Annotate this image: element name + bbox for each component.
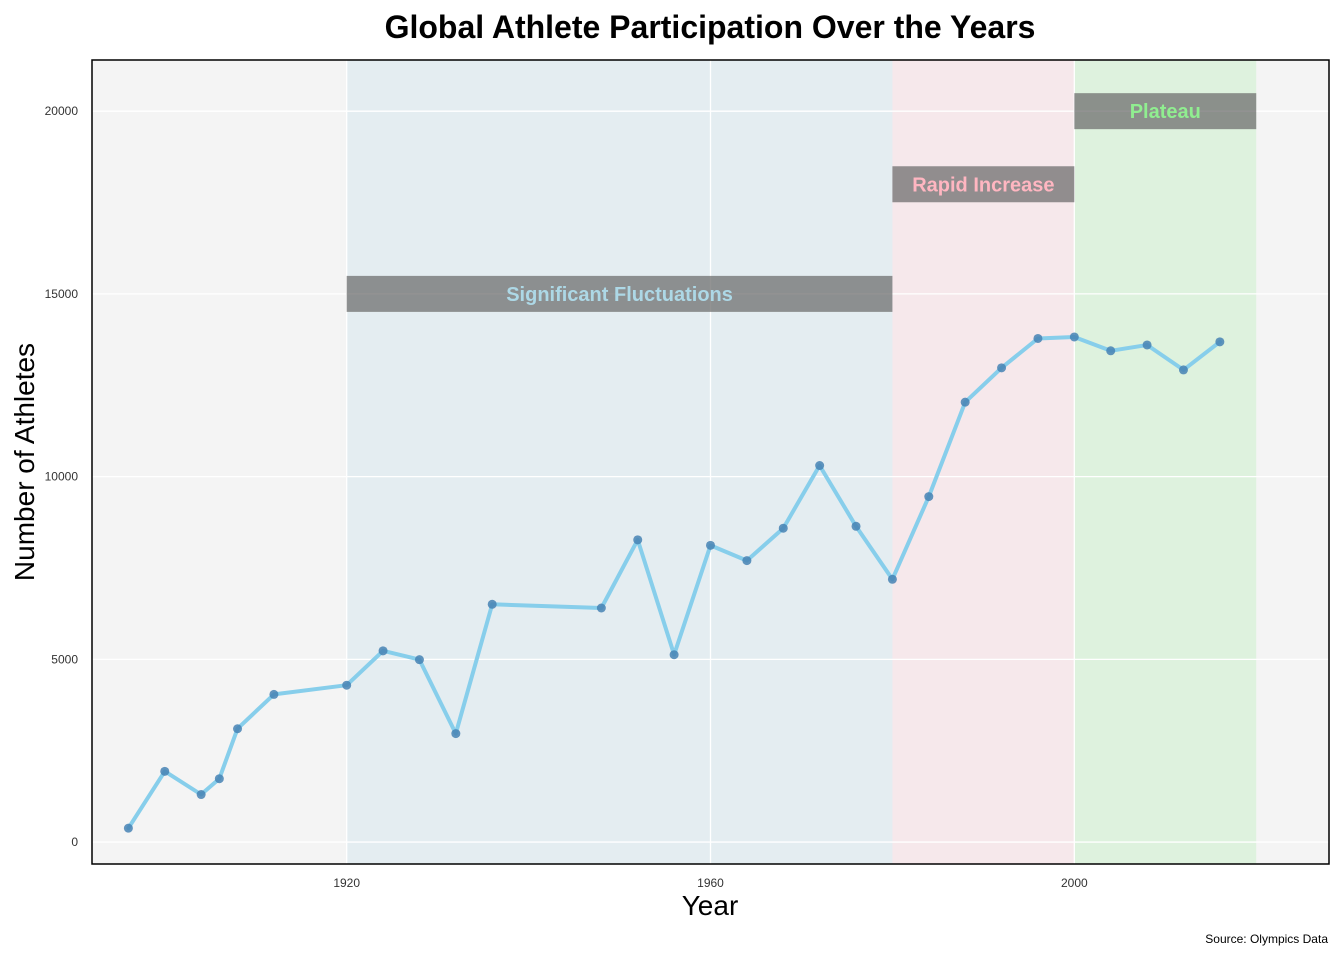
data-point [269, 689, 279, 699]
x-tick-label: 1920 [333, 876, 360, 890]
data-point [214, 774, 224, 784]
data-point [1215, 337, 1225, 347]
annotation-bands [346, 60, 1257, 864]
annotation-band-2 [1074, 60, 1257, 864]
data-point [487, 599, 497, 609]
data-point [123, 823, 133, 833]
annotation-label-box-1 [892, 166, 1075, 203]
y-tick-label: 20000 [45, 104, 79, 118]
annotation-label-box-0 [346, 275, 893, 312]
data-point [778, 523, 788, 533]
x-tick-label: 2000 [1061, 876, 1088, 890]
data-point [414, 655, 424, 665]
data-point [1069, 332, 1079, 342]
annotation-label-0: Significant Fluctuations [506, 284, 733, 306]
data-point [706, 540, 715, 550]
annotation-band-0 [346, 60, 893, 864]
data-point [1142, 340, 1152, 350]
data-point [887, 574, 897, 584]
data-point [815, 461, 825, 471]
x-axis-title: Year [682, 890, 739, 921]
data-point [451, 729, 461, 739]
chart-title: Global Athlete Participation Over the Ye… [385, 9, 1036, 45]
data-point [851, 521, 861, 531]
panel-border [91, 59, 1330, 865]
data-point [924, 492, 934, 502]
data-series [123, 332, 1225, 833]
y-axis-title: Number of Athletes [9, 343, 40, 581]
data-point [233, 724, 243, 734]
source-caption: Source: Olympics Data [1205, 932, 1328, 946]
annotation-label-box-2 [1074, 93, 1257, 130]
y-tick-label: 15000 [45, 287, 79, 301]
annotation-label-1: Rapid Increase [912, 174, 1054, 196]
data-point [596, 603, 606, 613]
data-point [196, 790, 206, 800]
data-point [1178, 365, 1188, 375]
data-point [742, 556, 752, 566]
data-point [960, 397, 970, 407]
data-point [378, 646, 388, 656]
data-point [633, 535, 643, 545]
y-tick-label: 10000 [45, 470, 79, 484]
axis-ticks: 0 5000 10000 15000 20000 1920 1960 2000 [45, 104, 1088, 890]
annotation-label-2: Plateau [1130, 101, 1201, 123]
data-point [1106, 346, 1116, 356]
data-point [1033, 333, 1043, 343]
x-tick-label: 1960 [697, 876, 724, 890]
data-point [997, 363, 1007, 373]
data-point [669, 650, 679, 660]
annotation-labels: Significant Fluctuations Rapid Increase Pl… [346, 93, 1257, 312]
y-tick-label: 5000 [51, 652, 78, 666]
y-tick-label: 0 [71, 835, 78, 849]
data-point [342, 680, 352, 690]
data-point [160, 766, 170, 776]
